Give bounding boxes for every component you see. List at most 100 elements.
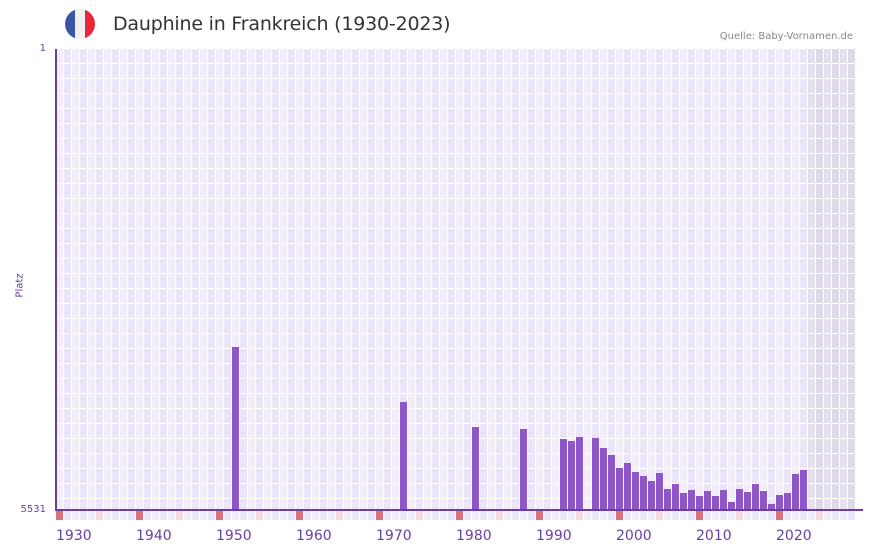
bar-2009[interactable]	[688, 490, 695, 510]
year-tick	[304, 511, 311, 520]
bar-1982[interactable]	[472, 427, 479, 510]
bar-2017[interactable]	[752, 484, 759, 510]
grid-column	[528, 49, 536, 513]
bar-2016[interactable]	[744, 492, 751, 510]
year-tick	[344, 511, 351, 520]
year-tick	[736, 511, 743, 520]
bar-1988[interactable]	[520, 429, 527, 510]
x-axis-label: 1980	[456, 528, 492, 544]
grid-column	[200, 49, 208, 513]
grid-column	[72, 49, 80, 513]
grid-column	[456, 49, 464, 513]
year-tick	[544, 511, 551, 520]
year-tick	[632, 511, 639, 520]
year-tick	[640, 511, 647, 520]
bar-2013[interactable]	[720, 490, 727, 510]
bar-2000[interactable]	[616, 468, 623, 510]
grid-column	[264, 49, 272, 513]
bar-2022[interactable]	[792, 474, 799, 510]
x-axis-label: 1990	[536, 528, 572, 544]
flag-red	[85, 9, 95, 39]
year-tick	[384, 511, 391, 520]
year-tick	[520, 511, 527, 520]
year-tick	[568, 511, 575, 520]
year-tick	[784, 511, 791, 520]
grid-column	[368, 49, 376, 513]
grid-column	[288, 49, 296, 513]
bar-1999[interactable]	[608, 455, 615, 510]
bar-1973[interactable]	[400, 402, 407, 510]
bar-2010[interactable]	[696, 496, 703, 510]
bar-2018[interactable]	[760, 491, 767, 510]
year-tick	[648, 511, 655, 520]
year-tick	[744, 511, 751, 520]
year-tick	[240, 511, 247, 520]
bar-2014[interactable]	[728, 502, 735, 510]
grid-column	[144, 49, 152, 513]
bar-2019[interactable]	[768, 504, 775, 510]
bar-1995[interactable]	[576, 437, 583, 510]
y-axis-bottom-label: 5531	[20, 504, 46, 515]
bar-1997[interactable]	[592, 438, 599, 510]
bar-1952[interactable]	[232, 347, 239, 510]
bar-2001[interactable]	[624, 463, 631, 510]
grid-column	[728, 49, 736, 513]
grid-column	[808, 49, 816, 513]
year-tick	[416, 511, 423, 520]
grid-column	[240, 49, 248, 513]
decade-tick	[376, 511, 383, 520]
grid-column	[416, 49, 424, 513]
year-tick	[848, 511, 855, 520]
bar-2005[interactable]	[656, 473, 663, 510]
grid-column	[224, 49, 232, 513]
x-axis-line	[55, 509, 863, 511]
year-tick	[248, 511, 255, 520]
year-tick	[624, 511, 631, 520]
grid-column	[776, 49, 784, 513]
grid-column	[720, 49, 728, 513]
bar-1998[interactable]	[600, 448, 607, 510]
grid-column	[88, 49, 96, 513]
year-tick	[224, 511, 231, 520]
x-axis-label: 1960	[296, 528, 332, 544]
bar-2008[interactable]	[680, 493, 687, 510]
bar-2003[interactable]	[640, 476, 647, 510]
y-axis-top-label: 1	[39, 43, 46, 54]
france-flag-icon	[65, 9, 95, 39]
bar-2011[interactable]	[704, 491, 711, 510]
year-tick	[792, 511, 799, 520]
year-tick	[472, 511, 479, 520]
bar-2002[interactable]	[632, 472, 639, 510]
grid-column	[512, 49, 520, 513]
year-tick	[552, 511, 559, 520]
grid-column	[104, 49, 112, 513]
bar-1994[interactable]	[568, 441, 575, 510]
bar-2015[interactable]	[736, 489, 743, 510]
grid-column	[96, 49, 104, 513]
grid-column	[600, 49, 608, 513]
bar-2021[interactable]	[784, 493, 791, 510]
decade-tick	[536, 511, 543, 520]
bars	[56, 49, 862, 510]
bar-2023[interactable]	[800, 470, 807, 510]
grid-column	[712, 49, 720, 513]
bar-2004[interactable]	[648, 481, 655, 510]
grid-column	[248, 49, 256, 513]
bar-2020[interactable]	[776, 495, 783, 510]
grid-column	[752, 49, 760, 513]
year-tick	[400, 511, 407, 520]
year-tick	[496, 511, 503, 520]
grid-column	[272, 49, 280, 513]
grid-column	[760, 49, 768, 513]
grid-column	[160, 49, 168, 513]
grid-column	[496, 49, 504, 513]
bar-2012[interactable]	[712, 496, 719, 510]
year-tick	[312, 511, 319, 520]
grid-column	[384, 49, 392, 513]
bar-2007[interactable]	[672, 484, 679, 510]
year-tick	[408, 511, 415, 520]
year-tick	[808, 511, 815, 520]
bar-2006[interactable]	[664, 489, 671, 510]
bar-1993[interactable]	[560, 439, 567, 510]
decade-tick	[136, 511, 143, 520]
